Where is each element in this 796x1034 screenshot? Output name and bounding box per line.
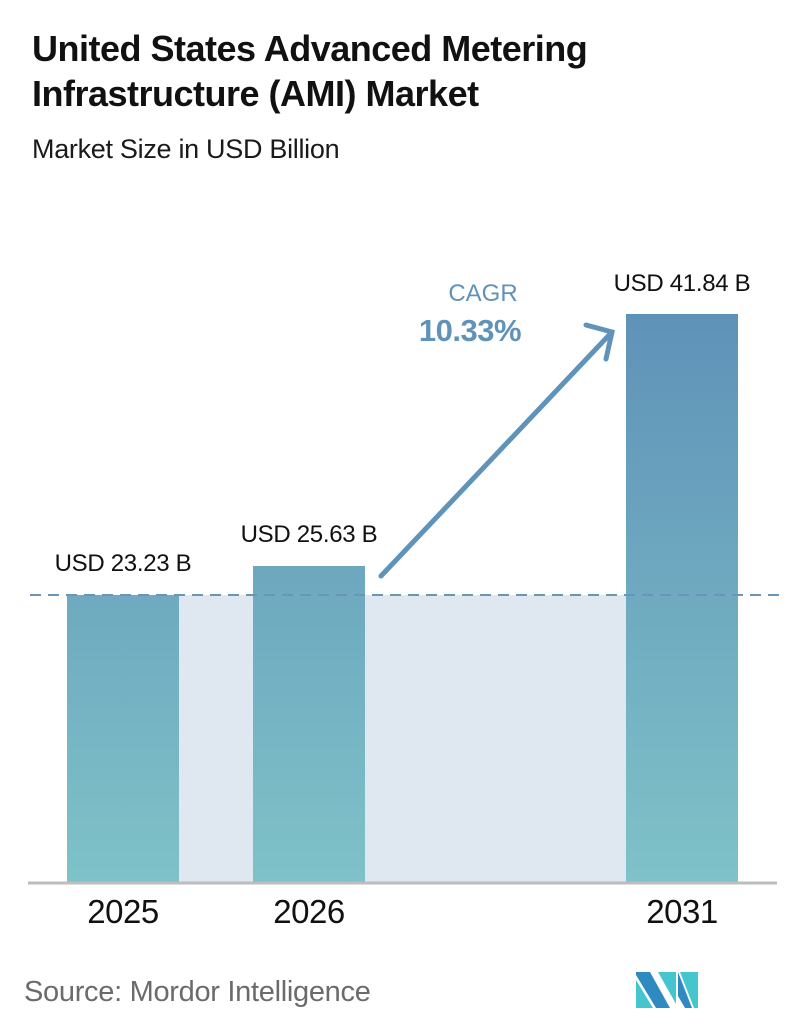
cagr-arrow-icon [378, 322, 615, 579]
source-text: Source: Mordor Intelligence [24, 976, 371, 1008]
mordor-intelligence-logo-icon [636, 972, 698, 1008]
x-tick-label: 2025 [87, 893, 159, 930]
cagr-label: CAGR [448, 280, 518, 307]
x-tick-label: 2031 [646, 893, 718, 930]
bar-value-label: USD 23.23 B [54, 550, 192, 577]
bar-2025[interactable] [67, 595, 179, 883]
chart-subtitle: Market Size in USD Billion [32, 134, 340, 164]
bar-2031[interactable] [626, 314, 738, 883]
shaded-band [179, 595, 626, 883]
x-tick-label: 2026 [273, 893, 345, 930]
bar-value-label: USD 41.84 B [613, 270, 751, 297]
bar-value-label: USD 25.63 B [240, 521, 378, 548]
bar-2026[interactable] [253, 566, 365, 883]
chart-title: United States Advanced Metering Infrastr… [32, 28, 588, 114]
cagr-value: 10.33% [418, 313, 522, 348]
